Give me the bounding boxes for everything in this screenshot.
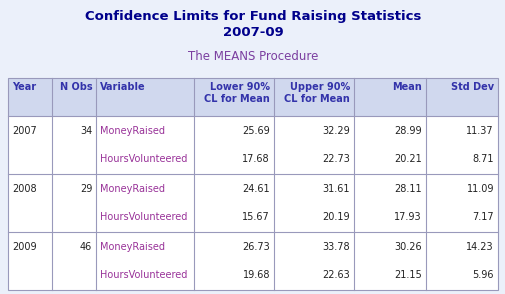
Text: HoursVolunteered: HoursVolunteered xyxy=(100,155,187,165)
Text: 22.73: 22.73 xyxy=(321,155,349,165)
Text: 46: 46 xyxy=(80,241,92,251)
Text: 5.96: 5.96 xyxy=(472,270,493,280)
Text: 20.21: 20.21 xyxy=(393,155,421,165)
Text: The MEANS Procedure: The MEANS Procedure xyxy=(187,50,318,63)
Text: Upper 90%
CL for Mean: Upper 90% CL for Mean xyxy=(284,82,349,104)
Text: 20.19: 20.19 xyxy=(322,213,349,223)
Text: HoursVolunteered: HoursVolunteered xyxy=(100,270,187,280)
Text: 2007-09: 2007-09 xyxy=(222,26,283,39)
Bar xyxy=(8,145,497,174)
Text: 29: 29 xyxy=(80,183,92,193)
Text: 25.69: 25.69 xyxy=(242,126,270,136)
Text: 17.68: 17.68 xyxy=(242,155,270,165)
Text: 15.67: 15.67 xyxy=(242,213,270,223)
Bar xyxy=(8,78,497,290)
Bar xyxy=(8,261,497,290)
Text: 2008: 2008 xyxy=(12,183,36,193)
Bar xyxy=(8,232,497,261)
Bar xyxy=(8,116,497,145)
Text: Std Dev: Std Dev xyxy=(450,82,493,92)
Text: 11.37: 11.37 xyxy=(466,126,493,136)
Text: 17.93: 17.93 xyxy=(393,213,421,223)
Text: 30.26: 30.26 xyxy=(393,241,421,251)
Text: 32.29: 32.29 xyxy=(322,126,349,136)
Text: 22.63: 22.63 xyxy=(322,270,349,280)
Bar xyxy=(8,174,497,203)
Text: Year: Year xyxy=(12,82,36,92)
Text: 24.61: 24.61 xyxy=(242,183,270,193)
Text: 14.23: 14.23 xyxy=(466,241,493,251)
Text: Lower 90%
CL for Mean: Lower 90% CL for Mean xyxy=(204,82,270,104)
Text: 2009: 2009 xyxy=(12,241,36,251)
Text: 11.09: 11.09 xyxy=(466,183,493,193)
Bar xyxy=(8,203,497,232)
Text: MoneyRaised: MoneyRaised xyxy=(100,183,165,193)
Text: MoneyRaised: MoneyRaised xyxy=(100,126,165,136)
Text: Variable: Variable xyxy=(100,82,145,92)
Text: 26.73: 26.73 xyxy=(242,241,270,251)
Text: HoursVolunteered: HoursVolunteered xyxy=(100,213,187,223)
Text: 19.68: 19.68 xyxy=(242,270,270,280)
Text: 28.11: 28.11 xyxy=(393,183,421,193)
Text: 33.78: 33.78 xyxy=(322,241,349,251)
Text: 28.99: 28.99 xyxy=(393,126,421,136)
Text: 34: 34 xyxy=(80,126,92,136)
Text: 7.17: 7.17 xyxy=(472,213,493,223)
Text: N Obs: N Obs xyxy=(60,82,92,92)
Text: 31.61: 31.61 xyxy=(322,183,349,193)
Bar xyxy=(8,78,497,116)
Text: MoneyRaised: MoneyRaised xyxy=(100,241,165,251)
Text: 2007: 2007 xyxy=(12,126,37,136)
Text: 8.71: 8.71 xyxy=(472,155,493,165)
Text: Mean: Mean xyxy=(391,82,421,92)
Text: 21.15: 21.15 xyxy=(393,270,421,280)
Text: Confidence Limits for Fund Raising Statistics: Confidence Limits for Fund Raising Stati… xyxy=(85,10,420,23)
